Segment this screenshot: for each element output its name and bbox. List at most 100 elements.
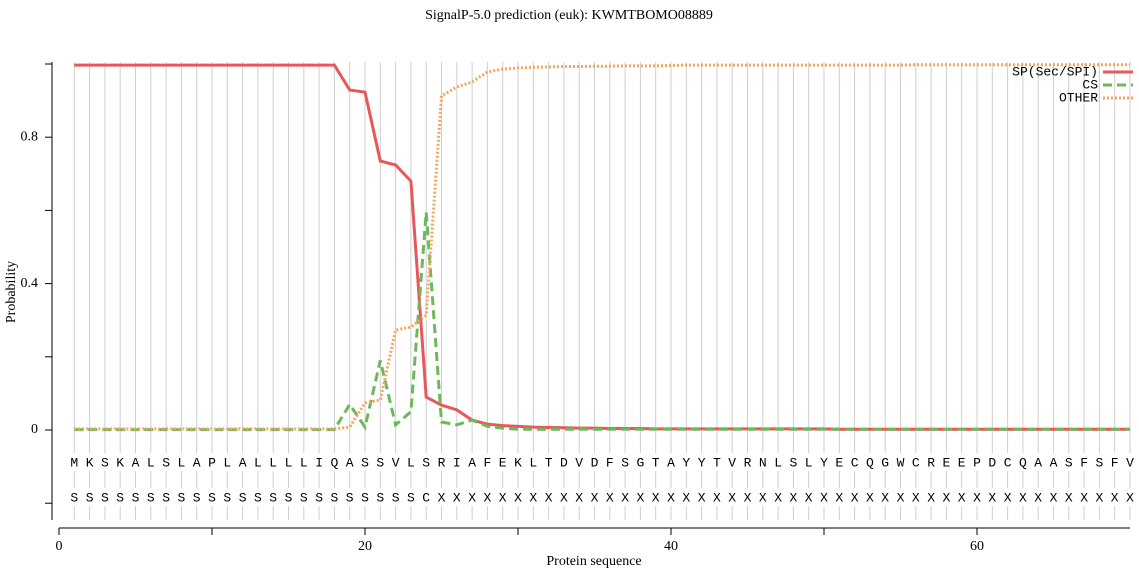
letter-bg <box>191 453 202 471</box>
residue-label: X <box>835 490 843 505</box>
residue: W <box>897 455 905 470</box>
letter-bg <box>681 453 692 471</box>
letter-bg <box>314 453 325 471</box>
letter-bg <box>803 453 814 471</box>
residue: M <box>70 455 78 470</box>
residue-label: X <box>468 490 476 505</box>
residue: P <box>973 455 981 470</box>
residue: T <box>545 455 553 470</box>
letter-bg <box>604 453 615 471</box>
letter-bg <box>222 453 233 471</box>
letter-bg <box>941 453 952 471</box>
letter-bg <box>115 453 126 471</box>
residue-label: X <box>774 490 782 505</box>
letter-bg <box>191 488 202 506</box>
residue: A <box>667 455 675 470</box>
series-line <box>74 63 1130 431</box>
residue: R <box>744 455 752 470</box>
letter-bg <box>589 488 600 506</box>
letter-bg <box>405 453 416 471</box>
residue-label: X <box>529 490 537 505</box>
letter-bg <box>436 488 447 506</box>
residue: Q <box>1019 455 1027 470</box>
residue: C <box>1004 455 1012 470</box>
letter-bg <box>436 453 447 471</box>
residue-label: S <box>315 490 323 505</box>
residue-label: X <box>958 490 966 505</box>
letter-bg <box>513 488 523 506</box>
letter-bg <box>543 453 554 471</box>
residue: N <box>759 455 767 470</box>
letter-bg <box>864 488 875 506</box>
letter-bg <box>528 453 539 471</box>
letter-bg <box>711 488 722 506</box>
letter-bg <box>757 488 768 506</box>
letter-bg <box>207 488 217 506</box>
residue-label: S <box>361 490 369 505</box>
letter-bg <box>803 488 814 506</box>
residue: F <box>606 455 614 470</box>
letter-bg <box>84 453 95 471</box>
residue: S <box>376 455 384 470</box>
letter-bg <box>360 453 370 471</box>
letter-bg <box>329 488 340 506</box>
residue-label: X <box>545 490 553 505</box>
letter-bg <box>834 453 845 471</box>
residue: G <box>881 455 889 470</box>
letter-bg <box>145 453 156 471</box>
residue: L <box>147 455 155 470</box>
residue: L <box>269 455 277 470</box>
residue: L <box>300 455 308 470</box>
letter-bg <box>620 488 631 506</box>
residue: V <box>575 455 583 470</box>
series-line <box>74 212 1130 432</box>
letter-bg <box>558 453 569 471</box>
residue: S <box>162 455 170 470</box>
letter-bg <box>910 488 921 506</box>
residue: T <box>713 455 721 470</box>
x-tick-label: 40 <box>664 539 678 554</box>
residue-label: S <box>300 490 308 505</box>
chart-title: SignalP-5.0 prediction (euk): KWMTBOMO08… <box>425 8 713 23</box>
residue-label: S <box>132 490 140 505</box>
residue-label: X <box>728 490 736 505</box>
letter-bg <box>635 453 646 471</box>
letter-bg <box>283 488 294 506</box>
letter-bg <box>298 453 309 471</box>
residue: E <box>499 455 507 470</box>
residue-label: X <box>759 490 767 505</box>
x-tick-label: 20 <box>358 539 372 554</box>
residue: L <box>177 455 185 470</box>
letter-bg <box>283 453 294 471</box>
residue-label: X <box>1080 490 1088 505</box>
letter-bg <box>972 453 982 471</box>
residue: F <box>1111 455 1119 470</box>
residue-label: X <box>591 490 599 505</box>
residue-label: X <box>897 490 905 505</box>
letter-bg <box>1079 488 1090 506</box>
residue-label: X <box>1050 490 1058 505</box>
letter-bg <box>926 453 937 471</box>
residue: L <box>407 455 415 470</box>
letter-bg <box>145 488 156 506</box>
letter-bg <box>1063 453 1074 471</box>
residue: F <box>1080 455 1088 470</box>
letter-bg <box>528 488 539 506</box>
residue-label: X <box>514 490 522 505</box>
letter-bg <box>252 488 263 506</box>
series-line <box>74 63 1130 431</box>
letter-bg <box>819 488 829 506</box>
letter-bg <box>696 453 707 471</box>
residue-label: X <box>499 490 507 505</box>
residue-label: S <box>285 490 293 505</box>
residue: T <box>652 455 660 470</box>
residue: E <box>835 455 843 470</box>
letter-bg <box>482 488 493 506</box>
residue: S <box>361 455 369 470</box>
residue-label: X <box>1034 490 1042 505</box>
letter-bg <box>115 488 126 506</box>
residue: A <box>468 455 476 470</box>
letter-bg <box>237 488 248 506</box>
residue-label: S <box>254 490 262 505</box>
letter-bg <box>1125 488 1135 506</box>
